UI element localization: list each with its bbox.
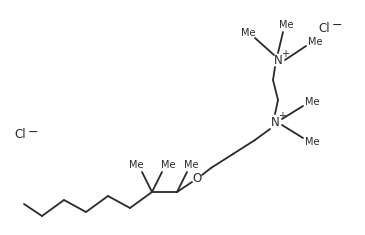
Text: Me: Me <box>161 160 175 170</box>
Text: Me: Me <box>305 137 319 147</box>
Text: +: + <box>281 49 289 59</box>
Text: N: N <box>274 54 283 67</box>
Text: −: − <box>332 19 342 31</box>
Text: Me: Me <box>129 160 143 170</box>
Text: Me: Me <box>241 28 255 38</box>
Text: Me: Me <box>279 20 293 30</box>
Text: Me: Me <box>184 160 198 170</box>
Text: O: O <box>192 172 201 184</box>
Text: N: N <box>270 115 279 129</box>
Text: −: − <box>28 125 38 138</box>
Text: +: + <box>278 111 286 121</box>
Text: Me: Me <box>308 37 322 47</box>
Text: Me: Me <box>305 97 319 107</box>
Text: Cl: Cl <box>318 21 330 35</box>
Text: Cl: Cl <box>14 129 26 141</box>
